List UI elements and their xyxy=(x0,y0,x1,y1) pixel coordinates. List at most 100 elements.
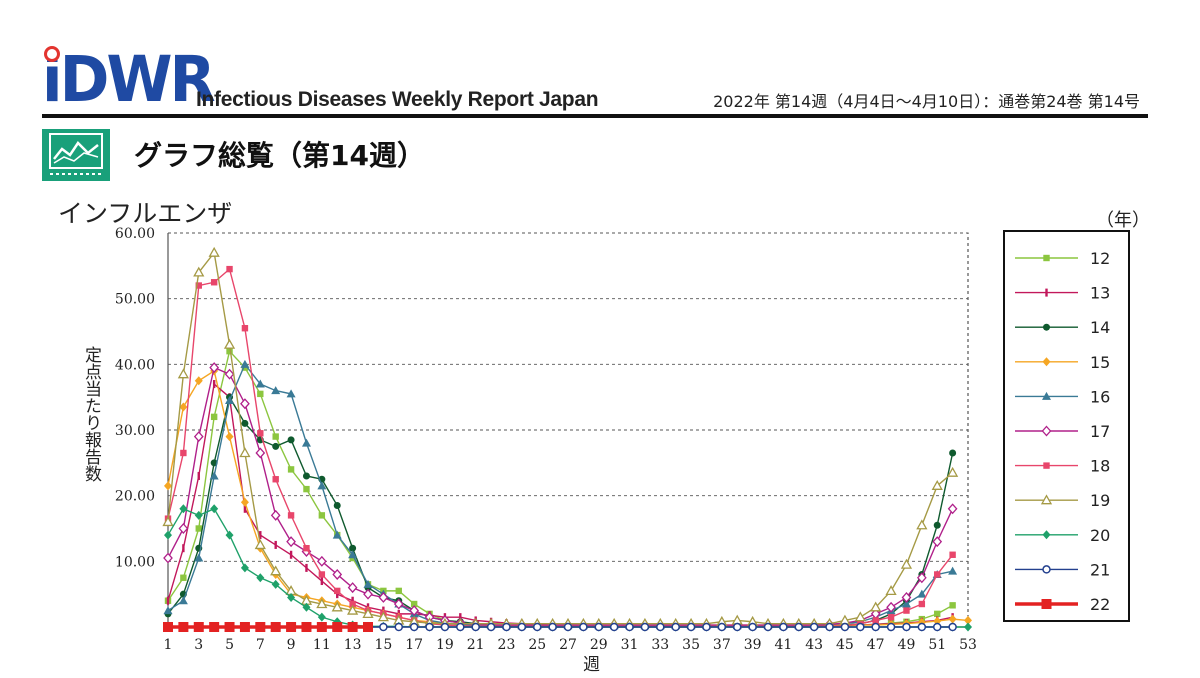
data-point xyxy=(195,282,202,289)
data-point xyxy=(254,539,266,550)
series-12 xyxy=(164,348,956,630)
legend-marker xyxy=(1042,357,1051,367)
data-point xyxy=(349,600,356,608)
data-point xyxy=(287,466,295,473)
data-point xyxy=(193,622,204,632)
x-tick-label: 25 xyxy=(528,637,546,653)
data-point xyxy=(856,622,865,632)
series-20 xyxy=(164,504,972,632)
data-point xyxy=(180,574,187,581)
data-point xyxy=(162,516,174,527)
data-point xyxy=(871,622,880,632)
data-point xyxy=(286,389,296,398)
data-point xyxy=(179,402,188,412)
data-point xyxy=(686,622,696,632)
x-tick-label: 3 xyxy=(194,637,203,653)
data-point xyxy=(486,622,496,632)
data-point xyxy=(195,525,202,532)
y-tick-label: 60.00 xyxy=(115,226,155,242)
legend-marker xyxy=(1042,530,1051,540)
data-point xyxy=(194,553,204,562)
data-point xyxy=(226,348,233,355)
data-point xyxy=(163,606,173,615)
data-point xyxy=(901,591,912,603)
data-point xyxy=(209,362,220,374)
data-point xyxy=(210,279,218,286)
legend-marker xyxy=(1043,462,1050,469)
legend-label: 16 xyxy=(1090,387,1110,406)
data-point xyxy=(886,601,896,613)
chart-title: インフルエンザ xyxy=(58,199,233,228)
x-tick-label: 29 xyxy=(590,637,608,653)
data-point xyxy=(948,566,958,575)
data-point xyxy=(471,622,480,632)
data-point xyxy=(287,512,295,519)
data-point xyxy=(840,622,850,632)
data-point xyxy=(257,390,264,398)
data-point xyxy=(274,540,277,549)
data-point xyxy=(348,550,358,559)
data-point xyxy=(901,599,911,608)
data-point xyxy=(163,622,173,632)
data-point xyxy=(532,622,542,632)
legend-marker xyxy=(1042,565,1051,574)
data-point xyxy=(197,471,200,480)
data-point xyxy=(302,472,310,480)
data-point xyxy=(393,598,404,610)
data-point xyxy=(917,589,927,598)
data-point xyxy=(347,622,358,632)
data-point xyxy=(902,622,911,632)
data-point xyxy=(166,596,170,605)
x-tick-label: 9 xyxy=(287,637,296,653)
data-point xyxy=(287,592,296,602)
data-point xyxy=(316,598,328,609)
data-point xyxy=(964,615,972,625)
x-tick-label: 41 xyxy=(774,637,792,653)
data-point xyxy=(303,485,310,493)
x-tick-label: 27 xyxy=(559,637,577,653)
data-point xyxy=(302,602,311,612)
x-tick-label: 7 xyxy=(256,637,265,653)
data-point xyxy=(256,573,265,583)
series-19 xyxy=(162,246,959,628)
data-point xyxy=(194,510,203,520)
report-name: Infectious Diseases Weekly Report Japan xyxy=(196,88,599,111)
data-point xyxy=(255,622,266,632)
data-point xyxy=(224,622,235,632)
data-point xyxy=(240,497,249,507)
data-point xyxy=(933,521,941,529)
data-point xyxy=(379,622,388,632)
x-tick-label: 13 xyxy=(344,637,362,653)
data-point xyxy=(625,622,634,632)
data-point xyxy=(394,622,404,632)
data-point xyxy=(362,608,374,619)
y-tick-label: 20.00 xyxy=(115,489,155,505)
data-point xyxy=(363,588,373,600)
data-point xyxy=(934,610,941,618)
data-point xyxy=(917,622,927,632)
x-tick-label: 37 xyxy=(713,637,731,653)
data-point xyxy=(934,571,941,578)
data-point xyxy=(225,530,234,540)
x-tick-label: 47 xyxy=(867,637,885,653)
data-point xyxy=(948,614,957,624)
data-point xyxy=(748,622,757,632)
x-tick-label: 21 xyxy=(467,637,485,653)
x-tick-label: 5 xyxy=(225,637,234,653)
data-point xyxy=(378,591,389,603)
x-tick-label: 45 xyxy=(836,637,854,653)
x-tick-label: 23 xyxy=(498,637,516,653)
data-point xyxy=(640,622,650,632)
data-point xyxy=(502,622,511,632)
data-point xyxy=(320,577,324,586)
data-point xyxy=(223,338,236,349)
x-axis-label: 週 xyxy=(583,655,600,675)
x-tick-label: 17 xyxy=(405,637,423,653)
data-point xyxy=(395,587,402,595)
data-point xyxy=(318,512,326,519)
data-point xyxy=(351,596,354,605)
series-line-17 xyxy=(167,366,954,626)
data-point xyxy=(932,536,943,548)
data-point xyxy=(377,611,389,622)
y-tick-label: 50.00 xyxy=(115,292,155,308)
